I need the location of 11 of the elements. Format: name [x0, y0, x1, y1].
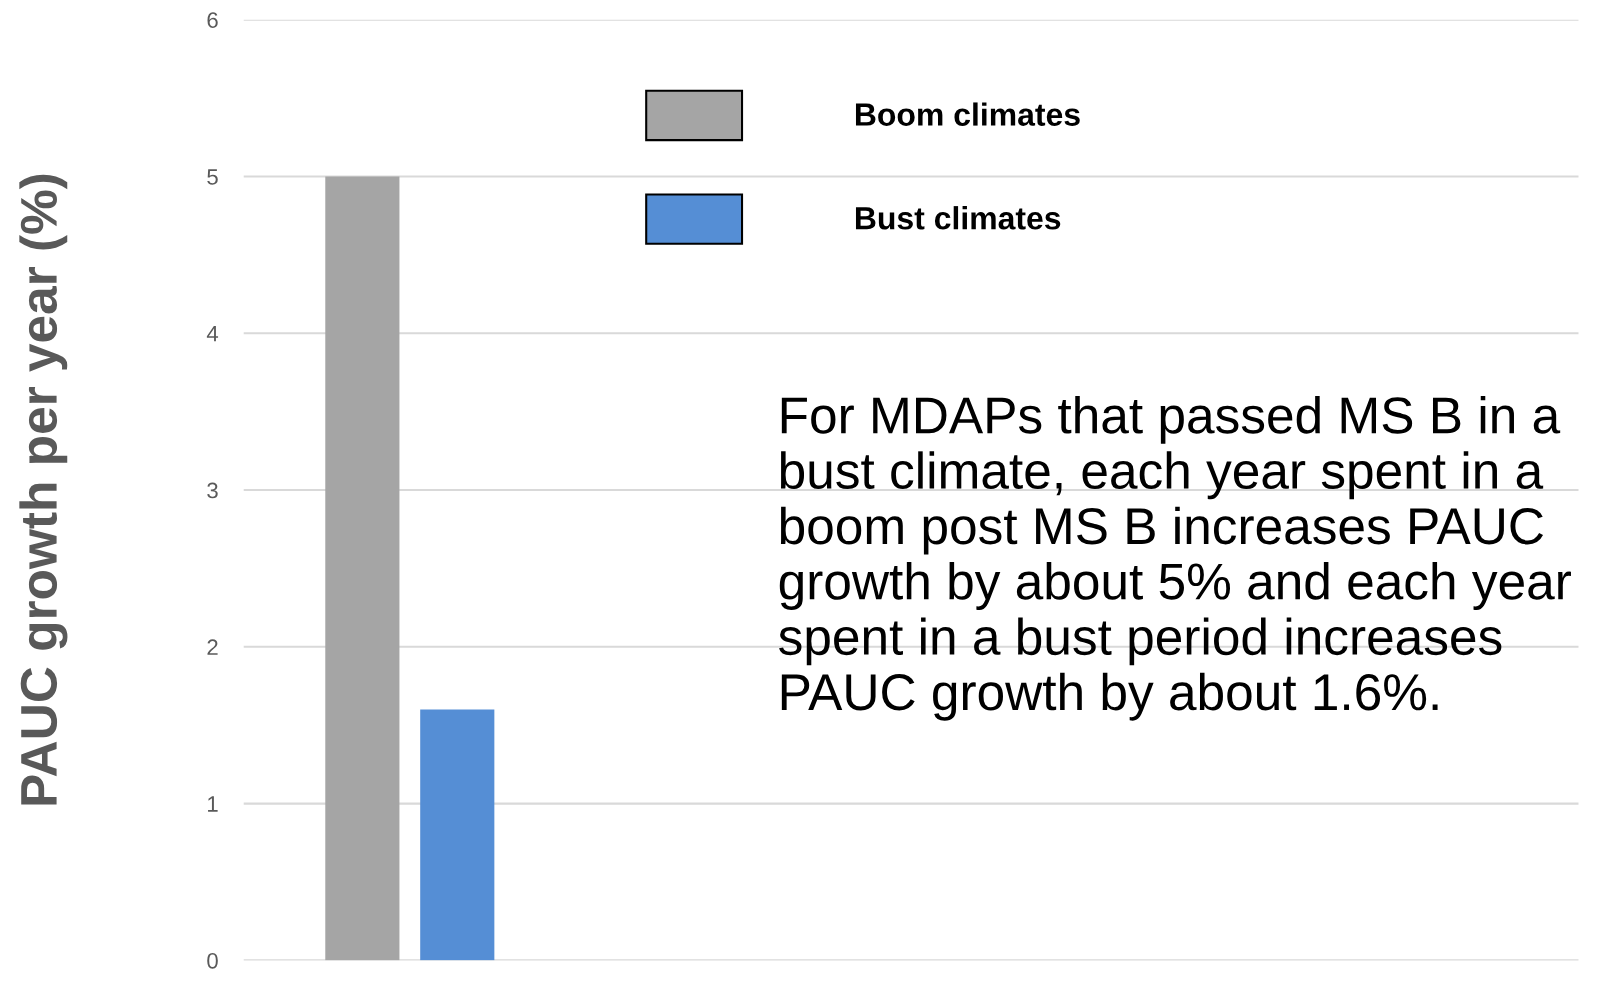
y-tick-label: 2	[207, 639, 218, 655]
text: Boom climates	[855, 102, 1080, 126]
y-tick-label: 6	[207, 12, 218, 28]
y-tick-label: 1	[208, 796, 218, 812]
y-axis-title: PAUC growth per year (%)	[19, 174, 68, 805]
text: Bust climates	[855, 206, 1061, 230]
y-tick-label: 0	[207, 952, 218, 969]
y-tick-label: 3	[207, 482, 218, 499]
y-tick-label: 4	[206, 326, 219, 342]
y-tick-label: 5	[207, 169, 218, 185]
annotation: For MDAPs that passed MS B in a bust climate, each year spent in a boom post MS B increases PAUC growth by about 5% and each year spent in a bust period increases PAUC growth by about 1.6%.	[779, 395, 1571, 721]
